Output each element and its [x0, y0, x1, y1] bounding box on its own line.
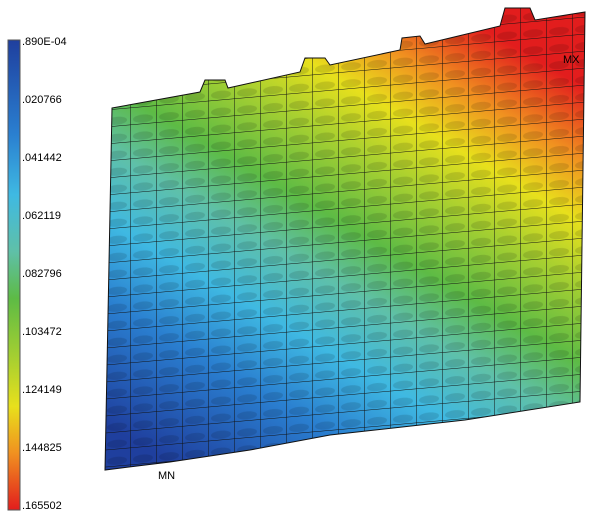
- model: [100, 0, 590, 480]
- legend-label: .062119: [22, 210, 61, 222]
- legend-label: .890E-04: [22, 36, 67, 48]
- legend-label: .020766: [22, 94, 62, 106]
- legend-labels: .890E-04 .020766 .041442 .062119 .082796 .103…: [22, 36, 67, 512]
- legend-label: .041442: [22, 152, 62, 164]
- contour-plot: MN MX .890E-04 .020766 .041442 .062119 .0827…: [0, 0, 597, 517]
- legend-label: .082796: [22, 268, 62, 280]
- legend-label: .144825: [22, 442, 62, 454]
- min-marker: MN: [158, 470, 175, 482]
- max-marker: MX: [563, 54, 580, 66]
- screen: MN MX .890E-04 .020766 .041442 .062119 .0827…: [0, 0, 597, 517]
- legend-label: .124149: [22, 384, 62, 396]
- legend-label: .165502: [22, 500, 62, 512]
- legend-bar: [8, 40, 20, 510]
- legend-label: .103472: [22, 326, 62, 338]
